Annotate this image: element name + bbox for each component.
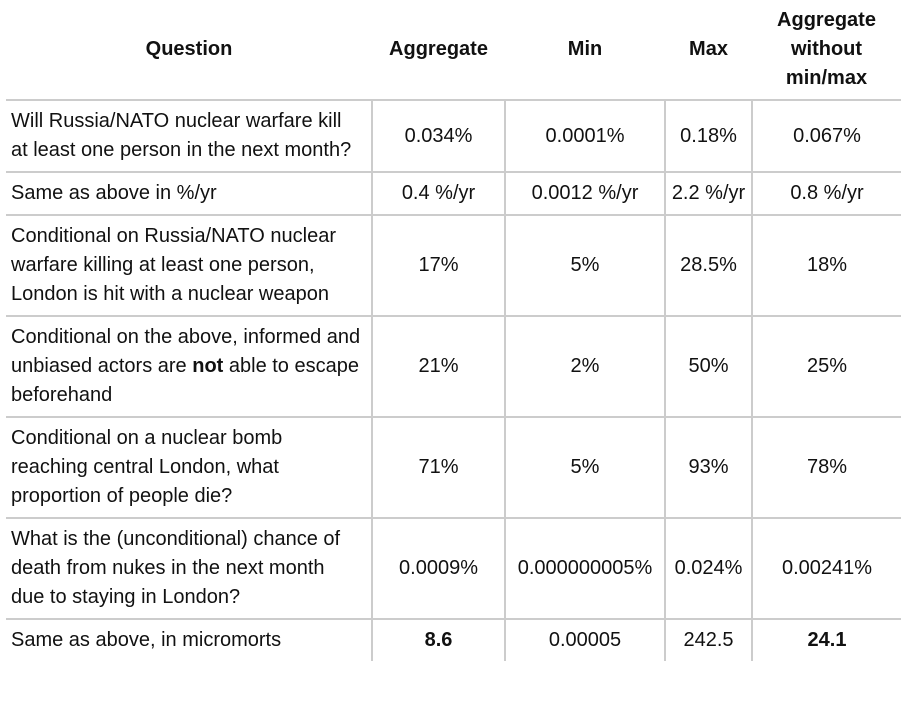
table-row: Conditional on Russia/NATO nuclear warfa…: [6, 214, 901, 317]
value-cell: 25%: [751, 315, 901, 418]
table-row: What is the (unconditional) chance of de…: [6, 517, 901, 620]
value-cell: 5%: [504, 416, 666, 519]
table-body: Will Russia/NATO nuclear warfare kill at…: [6, 99, 901, 661]
value-cell: 18%: [751, 214, 901, 317]
table-row: Conditional on a nuclear bomb reaching c…: [6, 416, 901, 519]
question-text: Same as above in %/yr: [11, 182, 217, 204]
question-text: Same as above, in micromorts: [11, 629, 282, 651]
table-row: Will Russia/NATO nuclear warfare kill at…: [6, 99, 901, 173]
header-row: Question Aggregate Min Max Aggregate without…: [6, 0, 901, 101]
question-cell: Conditional on the above, informed and u…: [6, 315, 373, 418]
value-cell: 242.5: [664, 618, 753, 661]
value-cell: 28.5%: [664, 214, 753, 317]
value-cell: 8.6: [371, 618, 506, 661]
column-header: Question: [6, 0, 372, 101]
question-cell: Same as above, in micromorts: [6, 618, 373, 661]
value-cell: 0.8 %/yr: [751, 171, 901, 216]
question-cell: What is the (unconditional) chance of de…: [6, 517, 373, 620]
value-cell: 0.4 %/yr: [371, 171, 506, 216]
value-cell: 93%: [664, 416, 753, 519]
value-cell: 71%: [371, 416, 506, 519]
table-row: Same as above in %/yr 0.4 %/yr 0.0012 %/yr…: [6, 171, 901, 216]
question-cell: Conditional on a nuclear bomb reaching c…: [6, 416, 373, 519]
column-header: Max: [665, 0, 752, 101]
value-cell: 0.000000005%: [504, 517, 666, 620]
value-cell: 50%: [664, 315, 753, 418]
value-cell: 24.1: [751, 618, 901, 661]
question-cell: Will Russia/NATO nuclear warfare kill at…: [6, 99, 373, 173]
value-cell: 0.024%: [664, 517, 753, 620]
value-cell: 2.2 %/yr: [664, 171, 753, 216]
question-text: Will Russia/NATO nuclear warfare kill at…: [11, 110, 352, 161]
question-text: Conditional on the above, informed and u…: [11, 326, 361, 377]
question-text: Conditional on Russia/NATO nuclear warfa…: [11, 225, 336, 305]
value-cell: 0.18%: [664, 99, 753, 173]
value-cell: 0.067%: [751, 99, 901, 173]
question-cell: Conditional on Russia/NATO nuclear warfa…: [6, 214, 373, 317]
question-text: Conditional on a nuclear bomb reaching c…: [11, 427, 283, 507]
value-cell: 17%: [371, 214, 506, 317]
forecast-table: Question Aggregate Min Max Aggregate without…: [6, 0, 901, 661]
table-row: Conditional on the above, informed and u…: [6, 315, 901, 418]
column-header: Min: [505, 0, 665, 101]
column-header: Aggregate without min/max: [752, 0, 901, 101]
value-cell: 0.0009%: [371, 517, 506, 620]
question-text-bold: not: [192, 355, 224, 377]
value-cell: 0.00005: [504, 618, 666, 661]
value-cell: 21%: [371, 315, 506, 418]
question-text: What is the (unconditional) chance of de…: [11, 528, 341, 608]
value-cell: 0.0001%: [504, 99, 666, 173]
table-row: Same as above, in micromorts 8.6 0.00005 24…: [6, 618, 901, 661]
question-cell: Same as above in %/yr: [6, 171, 373, 216]
value-cell: 5%: [504, 214, 666, 317]
table-header: Question Aggregate Min Max Aggregate without…: [6, 0, 901, 101]
value-cell: 78%: [751, 416, 901, 519]
column-header: Aggregate: [372, 0, 505, 101]
value-cell: 0.0012 %/yr: [504, 171, 666, 216]
value-cell: 2%: [504, 315, 666, 418]
value-cell: 0.034%: [371, 99, 506, 173]
value-cell: 0.00241%: [751, 517, 901, 620]
question-text: able to escape beforehand: [11, 355, 359, 406]
